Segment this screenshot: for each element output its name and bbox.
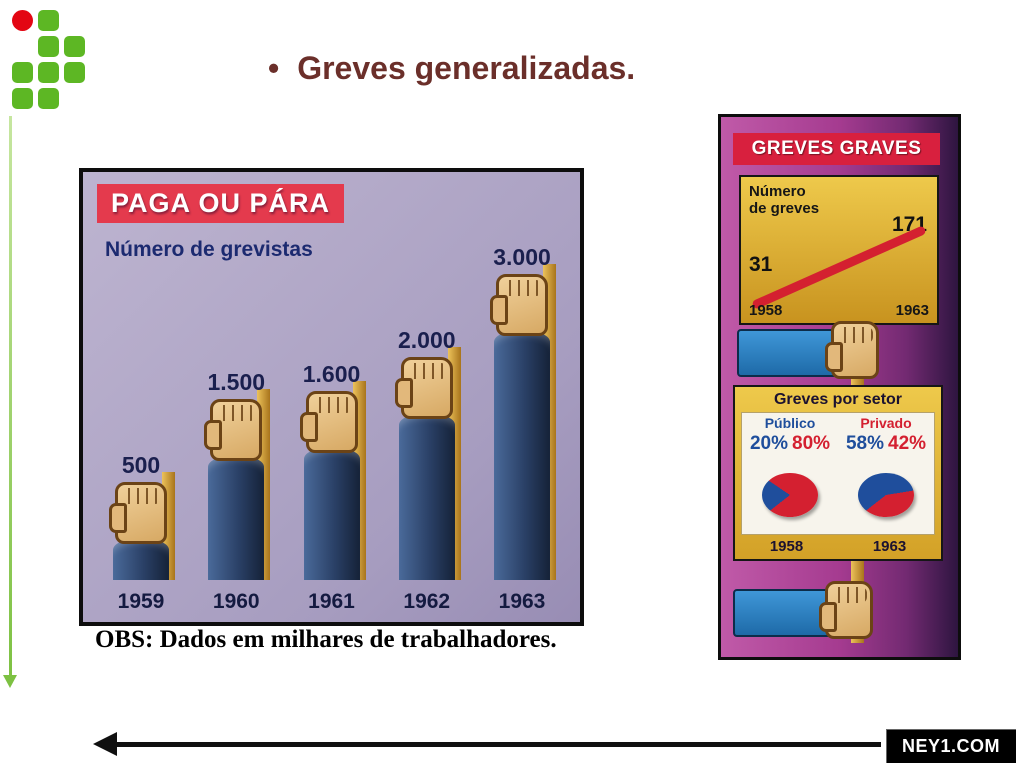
slide-title: • Greves generalizadas. <box>268 50 635 87</box>
bullet-glyph: • <box>268 50 280 86</box>
trend-line <box>751 225 927 310</box>
obs-caption: OBS: Dados em milhares de trabalhadores. <box>95 626 557 653</box>
header-publico: Público <box>764 415 816 431</box>
green-down-arrow-icon <box>3 116 17 688</box>
bar-value-label: 1.500 <box>207 369 266 395</box>
line-end-year: 1963 <box>895 302 929 319</box>
bar-year-label: 1960 <box>212 590 260 613</box>
black-left-arrow-icon <box>93 732 881 756</box>
bar <box>398 413 455 580</box>
watermark-badge: NEY1.COM <box>886 729 1016 763</box>
bar-value-label: 2.000 <box>397 327 456 353</box>
bar-value-label: 3.000 <box>493 244 551 270</box>
sector-title: Greves por setor <box>773 391 903 408</box>
institute-logo-icon <box>12 10 90 110</box>
privado-1963: 42% <box>888 433 927 454</box>
bar-value-label: 500 <box>121 452 161 478</box>
sector-year-1963: 1963 <box>872 538 907 555</box>
bar-group: 1.500 <box>192 369 280 580</box>
bar <box>494 330 550 580</box>
bar-year-label: 1959 <box>117 590 165 613</box>
bar-year-label: 1961 <box>308 590 355 613</box>
fist-icon <box>825 321 879 379</box>
privado-1958: 80% <box>792 433 831 454</box>
header-privado: Privado <box>860 415 912 431</box>
publico-1958: 20% <box>749 433 788 454</box>
fist-icon <box>109 482 167 544</box>
fist-icon <box>204 399 263 461</box>
greves-banner: GREVES GRAVES <box>733 133 940 165</box>
line-chart-panel: Número de greves 171 31 1958 1963 <box>739 175 939 325</box>
fist-icon <box>819 581 873 639</box>
paga-banner: PAGA OU PÁRA <box>97 184 345 223</box>
bar-group: 3.000 <box>478 244 566 580</box>
sector-panel: Greves por setor Público Privado 20% 80%… <box>733 385 943 561</box>
line-start-year: 1958 <box>749 302 783 319</box>
sector-col-1958: 20% 80% <box>742 433 838 455</box>
paga-ou-para-figure: PAGA OU PÁRA Número de grevistas 500 1.5… <box>79 168 584 626</box>
sector-col-1963: 58% 42% <box>838 433 934 455</box>
pie-1963 <box>858 472 914 517</box>
bar-year-label: 1963 <box>498 590 546 613</box>
bars-row: 500 1.500 1.600 2.000 <box>97 244 566 580</box>
sector-headers: Público Privado <box>742 413 934 433</box>
slide-title-text: Greves generalizadas. <box>297 50 636 86</box>
bar-group: 1.600 <box>288 361 376 580</box>
logo-red-dot <box>12 10 33 31</box>
fist-icon <box>299 391 358 453</box>
years-row: 1959 1960 1961 1962 1963 <box>97 590 566 614</box>
paga-subtitle: Número de grevistas <box>105 238 313 261</box>
bar <box>113 538 169 580</box>
sector-year-1958: 1958 <box>769 538 804 555</box>
bar <box>303 447 360 580</box>
sector-pies <box>742 455 934 534</box>
greves-graves-figure: GREVES GRAVES Número de greves 171 31 19… <box>718 114 961 660</box>
bar-year-label: 1962 <box>403 590 451 613</box>
publico-1963: 58% <box>845 433 884 454</box>
line-chart-title: Número de greves <box>749 183 820 218</box>
bar-group: 2.000 <box>383 327 471 580</box>
pie-1958 <box>762 472 818 517</box>
sector-table: Público Privado 20% 80% 58% 42% <box>741 412 935 535</box>
bar <box>208 455 265 580</box>
line-start-value: 31 <box>749 253 773 276</box>
sector-values: 20% 80% 58% 42% <box>742 433 934 455</box>
sector-years: 1958 1963 <box>735 535 941 559</box>
bar-group: 500 <box>97 452 185 580</box>
fist-icon <box>394 357 453 419</box>
fist-icon <box>490 274 548 336</box>
bar-value-label: 1.600 <box>302 361 361 387</box>
